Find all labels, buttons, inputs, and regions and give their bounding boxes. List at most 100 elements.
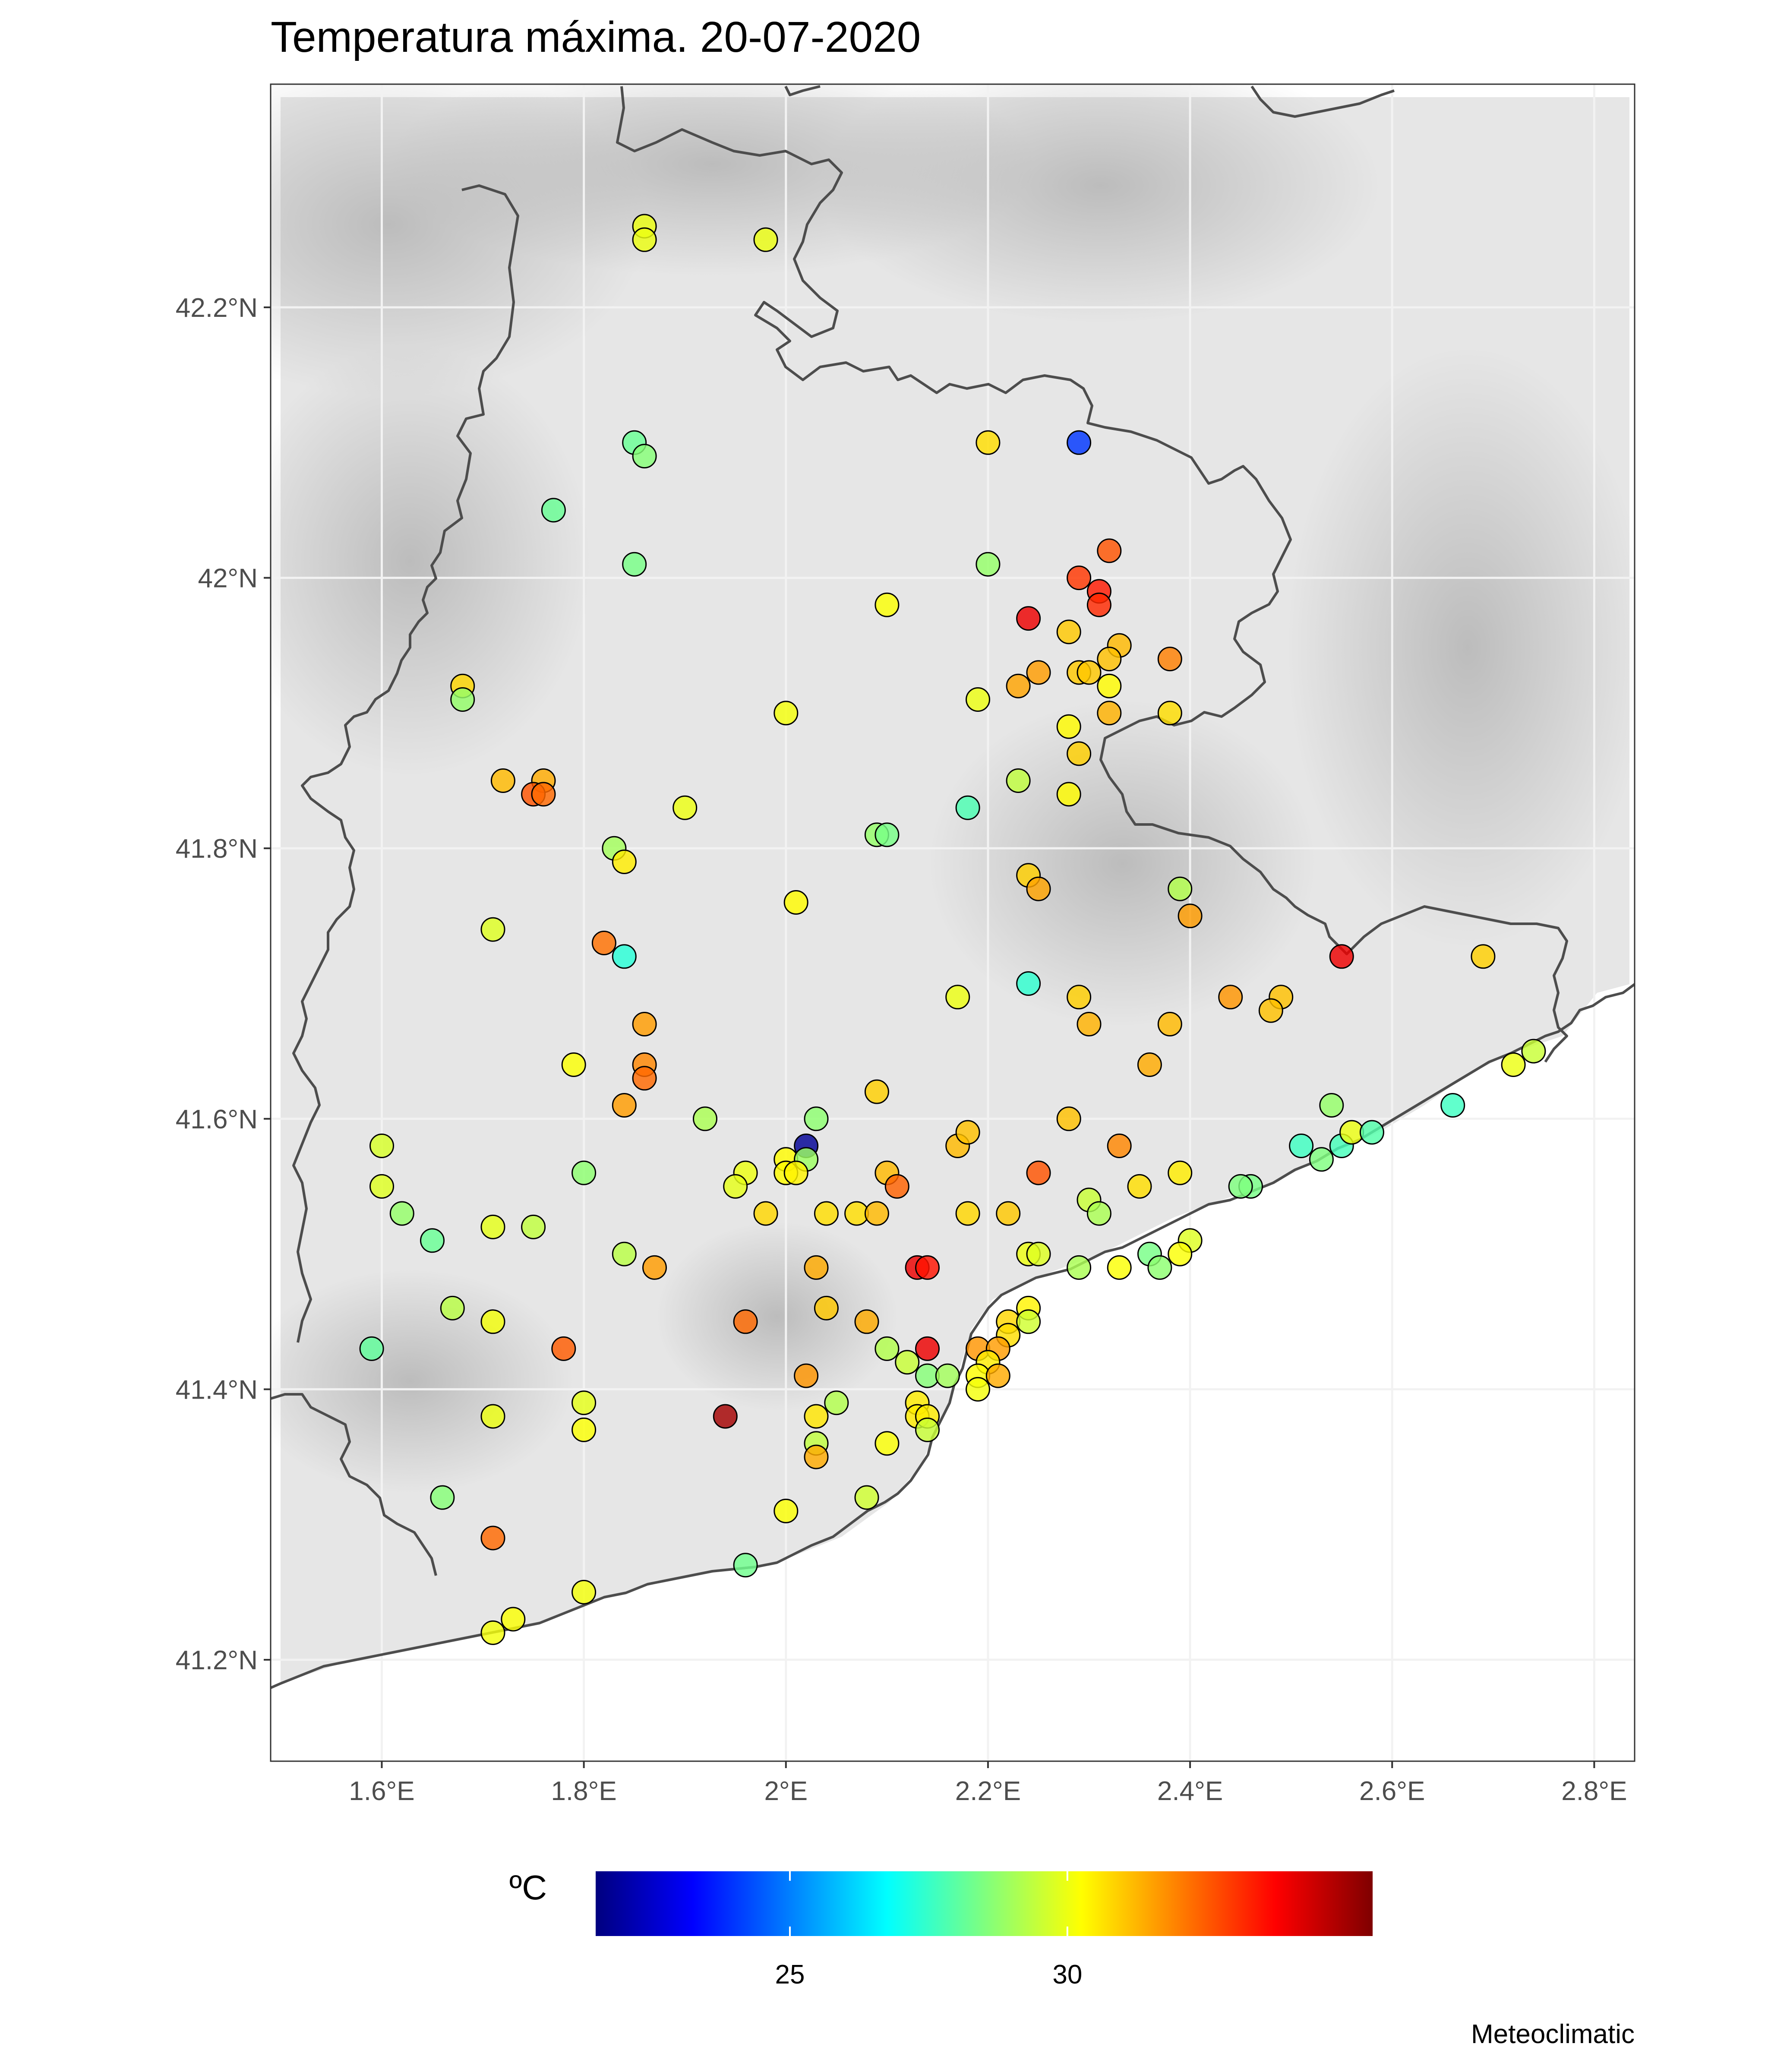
station-marker [1026, 1241, 1051, 1267]
relief-shade-montseny [928, 699, 1317, 1027]
station-marker [1067, 565, 1092, 591]
station-marker [1178, 903, 1203, 929]
station-marker [1157, 1012, 1182, 1036]
station-marker [884, 1174, 909, 1199]
station-marker [1026, 876, 1051, 901]
station-marker [753, 227, 778, 252]
station-marker [955, 1120, 980, 1145]
x-tick-label: 2.8°E [1561, 1776, 1627, 1806]
station-marker [1168, 1241, 1193, 1267]
boundaries [271, 85, 1635, 1689]
legend-tick-label: 25 [775, 1960, 805, 1990]
station-marker [672, 795, 698, 820]
legend-colorbar [596, 1871, 1373, 1936]
station-marker [1289, 1134, 1314, 1158]
station-marker [450, 687, 475, 712]
station-marker [854, 1485, 879, 1510]
station-marker [420, 1228, 445, 1253]
station-marker [612, 850, 637, 874]
y-tick-label: 41.8°N [176, 834, 258, 864]
y-tick-label: 41.4°N [176, 1375, 258, 1405]
station-marker [1086, 592, 1111, 617]
y-tick-label: 42°N [198, 564, 258, 594]
station-marker [571, 1160, 597, 1185]
station-marker [480, 1620, 505, 1645]
station-marker [996, 1201, 1021, 1226]
station-marker [733, 1553, 758, 1578]
station-marker [369, 1174, 394, 1199]
station-marker [985, 1363, 1010, 1388]
station-marker [1067, 741, 1092, 766]
station-marker [1168, 876, 1193, 901]
station-marker [804, 1444, 829, 1469]
station-marker [733, 1309, 758, 1334]
station-marker [1107, 1134, 1132, 1158]
station-marker [480, 1404, 505, 1429]
station-marker [864, 1201, 889, 1226]
station-marker [915, 1417, 940, 1442]
station-marker [976, 430, 1001, 455]
station-marker [541, 498, 566, 523]
station-marker [864, 1079, 889, 1104]
station-marker [551, 1336, 576, 1361]
station-marker [915, 1336, 940, 1361]
station-marker [794, 1363, 819, 1388]
station-marker [1006, 673, 1031, 698]
station-marker [632, 227, 657, 252]
station-marker [976, 552, 1001, 577]
station-marker [1086, 1201, 1111, 1226]
station-marker [389, 1201, 414, 1226]
station-marker [1016, 971, 1041, 996]
station-marker [1359, 1120, 1384, 1145]
station-marker [1218, 985, 1243, 1010]
station-marker [612, 944, 637, 969]
x-tick-label: 2.6°E [1359, 1776, 1425, 1806]
station-marker [480, 1526, 505, 1551]
map-title: Temperatura máxima. 20-07-2020 [271, 13, 921, 61]
station-marker [1077, 1012, 1102, 1036]
station-marker [875, 822, 900, 847]
station-marker [440, 1295, 465, 1320]
station-marker [1016, 1309, 1041, 1334]
station-marker [955, 1201, 980, 1226]
station-marker [1056, 619, 1081, 644]
station-marker [1521, 1039, 1546, 1064]
x-tick-label: 1.8°E [551, 1776, 616, 1806]
station-marker [875, 1431, 900, 1456]
station-marker [480, 1309, 505, 1334]
station-marker [966, 1377, 990, 1402]
station-marker [490, 768, 515, 793]
station-marker [561, 1052, 586, 1077]
station-marker [642, 1255, 667, 1280]
y-tick-label: 41.6°N [176, 1105, 258, 1134]
station-marker [571, 1417, 597, 1442]
station-marker [591, 931, 616, 955]
station-marker [774, 1498, 799, 1523]
station-marker [955, 795, 980, 820]
station-marker [1157, 701, 1182, 726]
station-marker [480, 1214, 505, 1239]
station-marker [632, 1066, 657, 1091]
station-marker [1309, 1147, 1334, 1172]
station-marker [945, 985, 970, 1010]
station-marker [895, 1350, 920, 1375]
station-marker [1016, 606, 1041, 631]
station-marker [1440, 1093, 1465, 1118]
station-marker [612, 1241, 637, 1267]
station-marker [622, 552, 647, 577]
map-panel [270, 83, 1635, 1762]
station-marker [571, 1579, 597, 1605]
station-markers [359, 214, 1546, 1645]
station-marker [1228, 1174, 1253, 1199]
station-marker [1501, 1052, 1526, 1077]
legend-title: ºC [509, 1868, 547, 1907]
x-tick-label: 2.2°E [955, 1776, 1021, 1806]
x-tick-label: 1.6°E [349, 1776, 414, 1806]
station-marker [875, 1336, 900, 1361]
station-marker [632, 444, 657, 469]
station-marker [774, 701, 799, 726]
station-marker [875, 592, 900, 617]
panel-border [270, 83, 1635, 1762]
station-marker [783, 890, 808, 915]
